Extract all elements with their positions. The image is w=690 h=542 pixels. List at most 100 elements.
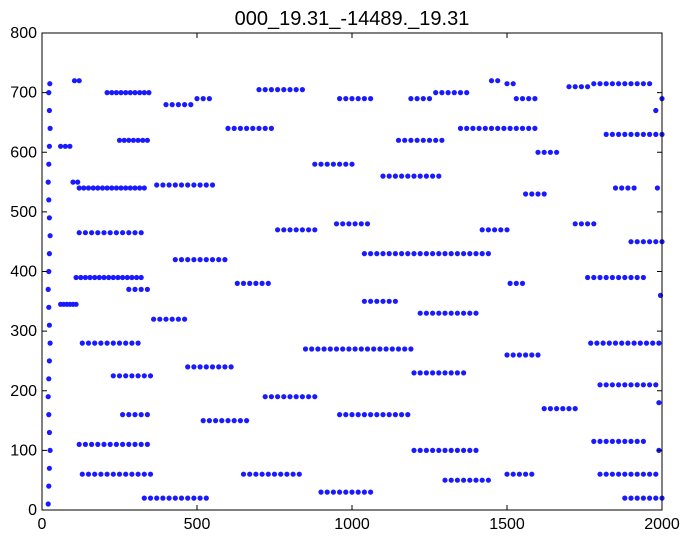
- data-point: [631, 340, 637, 346]
- data-point: [386, 173, 392, 179]
- data-point: [346, 221, 352, 227]
- data-point: [454, 251, 460, 257]
- x-tick-label: 500: [184, 516, 211, 533]
- data-point: [333, 346, 340, 352]
- data-point: [191, 364, 197, 370]
- data-point: [147, 373, 154, 379]
- data-point: [411, 447, 417, 453]
- data-point: [343, 96, 349, 102]
- data-point: [76, 185, 82, 191]
- data-point: [265, 471, 271, 477]
- data-point: [333, 221, 340, 227]
- data-point: [169, 102, 175, 108]
- data-point: [392, 412, 398, 418]
- data-point: [479, 227, 485, 233]
- data-point: [126, 441, 132, 447]
- data-point: [467, 251, 473, 257]
- data-point: [287, 227, 293, 233]
- data-point: [612, 340, 619, 346]
- data-point: [399, 173, 405, 179]
- y-tick-label: 700: [10, 85, 37, 102]
- data-point: [206, 418, 212, 424]
- data-point: [554, 149, 560, 155]
- data-point: [137, 90, 143, 96]
- data-point: [116, 340, 123, 346]
- data-point: [120, 412, 126, 418]
- data-point: [318, 489, 324, 495]
- data-point: [622, 471, 628, 477]
- data-point: [485, 477, 491, 483]
- data-point: [436, 447, 442, 453]
- data-point: [609, 382, 616, 388]
- data-point: [656, 400, 662, 406]
- data-point: [355, 412, 361, 418]
- data-point: [197, 495, 203, 501]
- data-point: [92, 471, 98, 477]
- data-point: [585, 274, 591, 281]
- data-point: [513, 280, 519, 286]
- data-point: [268, 87, 274, 93]
- data-point: [85, 340, 92, 346]
- data-point: [470, 125, 476, 131]
- data-point: [175, 316, 181, 322]
- data-point: [510, 471, 516, 477]
- data-point: [628, 471, 634, 477]
- data-point: [653, 239, 659, 245]
- data-point: [504, 352, 510, 358]
- data-point: [113, 90, 119, 96]
- data-point: [408, 96, 414, 102]
- data-point: [585, 221, 591, 227]
- data-point: [45, 394, 51, 400]
- data-point: [603, 438, 609, 444]
- data-point: [104, 471, 110, 477]
- data-point: [299, 227, 305, 233]
- data-point: [234, 280, 240, 286]
- data-point: [436, 310, 442, 316]
- data-point: [498, 227, 504, 233]
- data-point: [169, 316, 175, 322]
- data-point: [457, 90, 464, 96]
- data-point: [135, 471, 141, 477]
- data-point: [405, 251, 411, 257]
- data-point: [523, 471, 529, 477]
- data-point: [523, 191, 529, 197]
- x-tick-label: 1500: [489, 516, 525, 533]
- data-point: [454, 477, 460, 483]
- data-point: [237, 418, 243, 424]
- data-point: [461, 447, 467, 453]
- data-point: [127, 90, 133, 96]
- data-point: [603, 274, 609, 281]
- data-point: [653, 471, 659, 477]
- data-point: [46, 429, 53, 436]
- data-point: [640, 495, 647, 501]
- data-point: [374, 298, 380, 304]
- data-point: [312, 394, 318, 400]
- data-point: [653, 131, 659, 137]
- data-point: [135, 137, 141, 143]
- data-point: [82, 441, 88, 447]
- data-point: [116, 373, 123, 379]
- data-point: [324, 161, 330, 167]
- data-point: [203, 257, 209, 263]
- data-point: [247, 280, 253, 286]
- data-point: [513, 96, 519, 102]
- data-point: [616, 471, 622, 477]
- data-point: [510, 81, 516, 87]
- data-point: [368, 96, 374, 102]
- data-point: [430, 370, 436, 376]
- data-point: [436, 173, 442, 179]
- data-point: [124, 274, 130, 281]
- data-point: [343, 412, 349, 418]
- data-point: [309, 346, 315, 352]
- data-point: [535, 352, 541, 358]
- data-point: [130, 137, 136, 143]
- data-point: [634, 81, 640, 87]
- data-point: [628, 274, 634, 281]
- data-point: [547, 149, 554, 155]
- data-point: [271, 471, 278, 477]
- data-point: [46, 412, 52, 418]
- data-point: [473, 447, 479, 453]
- data-point: [47, 340, 53, 346]
- data-point: [109, 185, 115, 191]
